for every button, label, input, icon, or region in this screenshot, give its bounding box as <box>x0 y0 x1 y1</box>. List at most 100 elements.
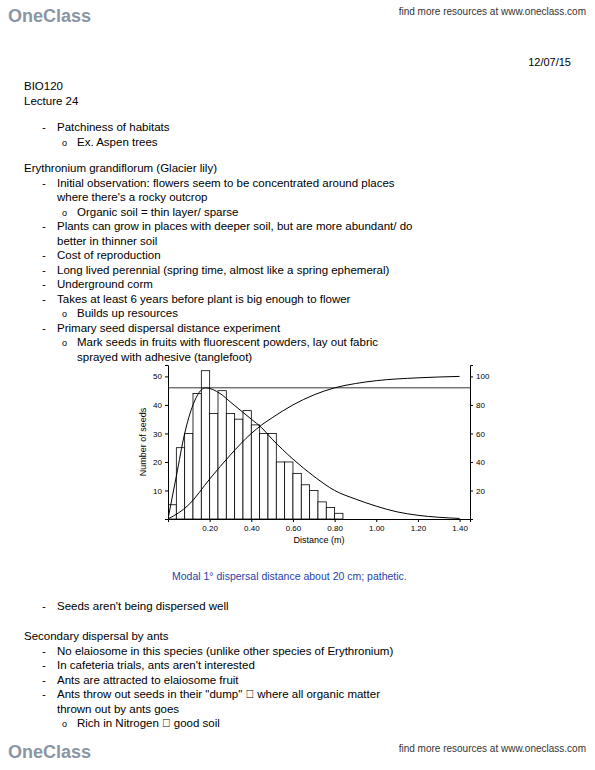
bar <box>318 502 326 519</box>
note-line: Long lived perennial (spring time, almos… <box>57 264 390 276</box>
y2-axis: 20406080100 <box>470 366 490 520</box>
bullet: o <box>62 208 67 218</box>
curve <box>168 376 460 519</box>
note-line: sprayed with adhesive (tanglefoot) <box>77 351 252 363</box>
tick-label: 20 <box>476 487 485 496</box>
bullet: - <box>42 278 46 290</box>
tick: 1.00 <box>369 519 385 533</box>
tick-label: 1.40 <box>452 524 468 533</box>
note-line: Ants throw out seeds in their "dump"  w… <box>57 688 380 700</box>
tick-label: 1.20 <box>411 524 427 533</box>
tick: 30 <box>153 430 168 439</box>
tick: 50 <box>153 372 168 381</box>
chart: 0.20 0.40 0.60 0.80 1.00 1.20 1.40 10 20 30 40 50 20… <box>138 366 490 583</box>
note-line: Mark seeds in fruits with fluorescent po… <box>77 336 378 348</box>
tick-label: 0.60 <box>286 524 302 533</box>
tick-mark <box>165 490 168 491</box>
bar <box>260 433 268 519</box>
note-line: In cafeteria trials, ants aren't interes… <box>57 659 255 671</box>
tick: 20 <box>153 458 168 467</box>
tick-mark <box>470 376 473 377</box>
y-axis-title: Number of seeds <box>138 407 148 476</box>
bullet: o <box>62 719 67 729</box>
bar <box>201 371 209 519</box>
tick-mark <box>210 519 211 522</box>
tick: 0.80 <box>327 519 343 533</box>
note-line: Plants can grow in places with deeper so… <box>57 220 412 232</box>
tick-mark <box>470 462 473 463</box>
tick: 60 <box>470 430 485 439</box>
axis-line <box>169 520 471 523</box>
note-line: Cost of reproduction <box>57 249 161 261</box>
tick-label: 0.80 <box>327 524 343 533</box>
tick-mark <box>165 376 168 377</box>
note-line: Seeds aren't being dispersed well <box>57 600 229 612</box>
tick-label: 40 <box>476 458 485 467</box>
bar <box>335 513 343 519</box>
bullet: - <box>42 177 46 189</box>
note-line: Organic soil = thin layer/ sparse <box>77 206 238 218</box>
tick-mark <box>470 405 473 406</box>
curve <box>168 388 460 519</box>
bullet: - <box>42 688 46 700</box>
tick-label: 10 <box>153 487 162 496</box>
x-axis: 0.20 0.40 0.60 0.80 1.00 1.20 1.40 <box>169 519 471 533</box>
note-line: Underground corm <box>57 278 153 290</box>
plot-area <box>168 371 470 519</box>
x-axis-title: Distance (m) <box>293 535 344 545</box>
tick-mark <box>165 462 168 463</box>
y-axis: 10 20 30 40 50 <box>153 366 168 520</box>
tick-label: 1.00 <box>369 524 385 533</box>
header-date: 12/07/15 <box>528 56 571 68</box>
tick-mark <box>376 519 377 522</box>
tick-label: 0.20 <box>202 524 218 533</box>
notes-notes_top: BIO120Lecture 24-Patchiness of habitatso… <box>24 80 412 363</box>
note-line: Primary seed dispersal distance experime… <box>57 322 281 334</box>
footer-logo: OneClass <box>8 742 91 762</box>
bullet: - <box>42 293 46 305</box>
tick: 0.60 <box>286 519 302 533</box>
tick-label: 50 <box>153 372 162 381</box>
tick-mark <box>293 519 294 522</box>
bar <box>243 411 251 519</box>
page: OneClass find more resources at www.onecl… <box>0 0 595 770</box>
tick-label: 0.40 <box>244 524 260 533</box>
tick: 40 <box>153 401 168 410</box>
note-line: thrown out by ants goes <box>57 703 179 715</box>
note-line: Ex. Aspen trees <box>77 136 158 148</box>
note-line: Rich in Nitrogen  good soil <box>77 717 220 729</box>
page-svg: OneClass find more resources at www.onecl… <box>0 0 595 770</box>
tick-mark <box>165 433 168 434</box>
tick-label: 40 <box>153 401 162 410</box>
bar <box>235 419 243 519</box>
note-line: Ants are attracted to elaiosome fruit <box>57 674 239 686</box>
note-line: where there's a rocky outcrop <box>56 191 208 203</box>
tick-label: 60 <box>476 430 485 439</box>
tick: 0.20 <box>202 519 218 533</box>
bullet: - <box>42 121 46 133</box>
tick: 80 <box>470 401 485 410</box>
bullet: o <box>62 338 67 348</box>
chart-caption: Modal 1° dispersal distance about 20 cm;… <box>172 570 407 582</box>
bar <box>176 448 184 519</box>
bullet: - <box>42 645 46 657</box>
notes-notes_bottom: -Seeds aren't being dispersed wellSecond… <box>24 600 393 729</box>
bullet: - <box>42 249 46 261</box>
tick: 1.40 <box>452 519 468 533</box>
tick-mark <box>335 519 336 522</box>
bar <box>251 425 259 519</box>
bullet: - <box>42 600 46 612</box>
note-line: Erythronium grandiflorum (Glacier lily) <box>24 162 217 174</box>
tick: 10 <box>153 487 168 496</box>
bar <box>276 462 284 519</box>
reference-line <box>168 387 470 388</box>
tick-mark <box>470 433 473 434</box>
note-line: Lecture 24 <box>24 95 79 107</box>
footer-link: find more resources at www.oneclass.com <box>399 743 586 754</box>
note-line: Initial observation: flowers seem to be … <box>57 177 395 189</box>
note-line: Secondary dispersal by ants <box>24 630 169 642</box>
tick: 0.40 <box>244 519 260 533</box>
axis-line <box>471 366 474 520</box>
tick-mark <box>251 519 252 522</box>
bar <box>218 391 226 519</box>
